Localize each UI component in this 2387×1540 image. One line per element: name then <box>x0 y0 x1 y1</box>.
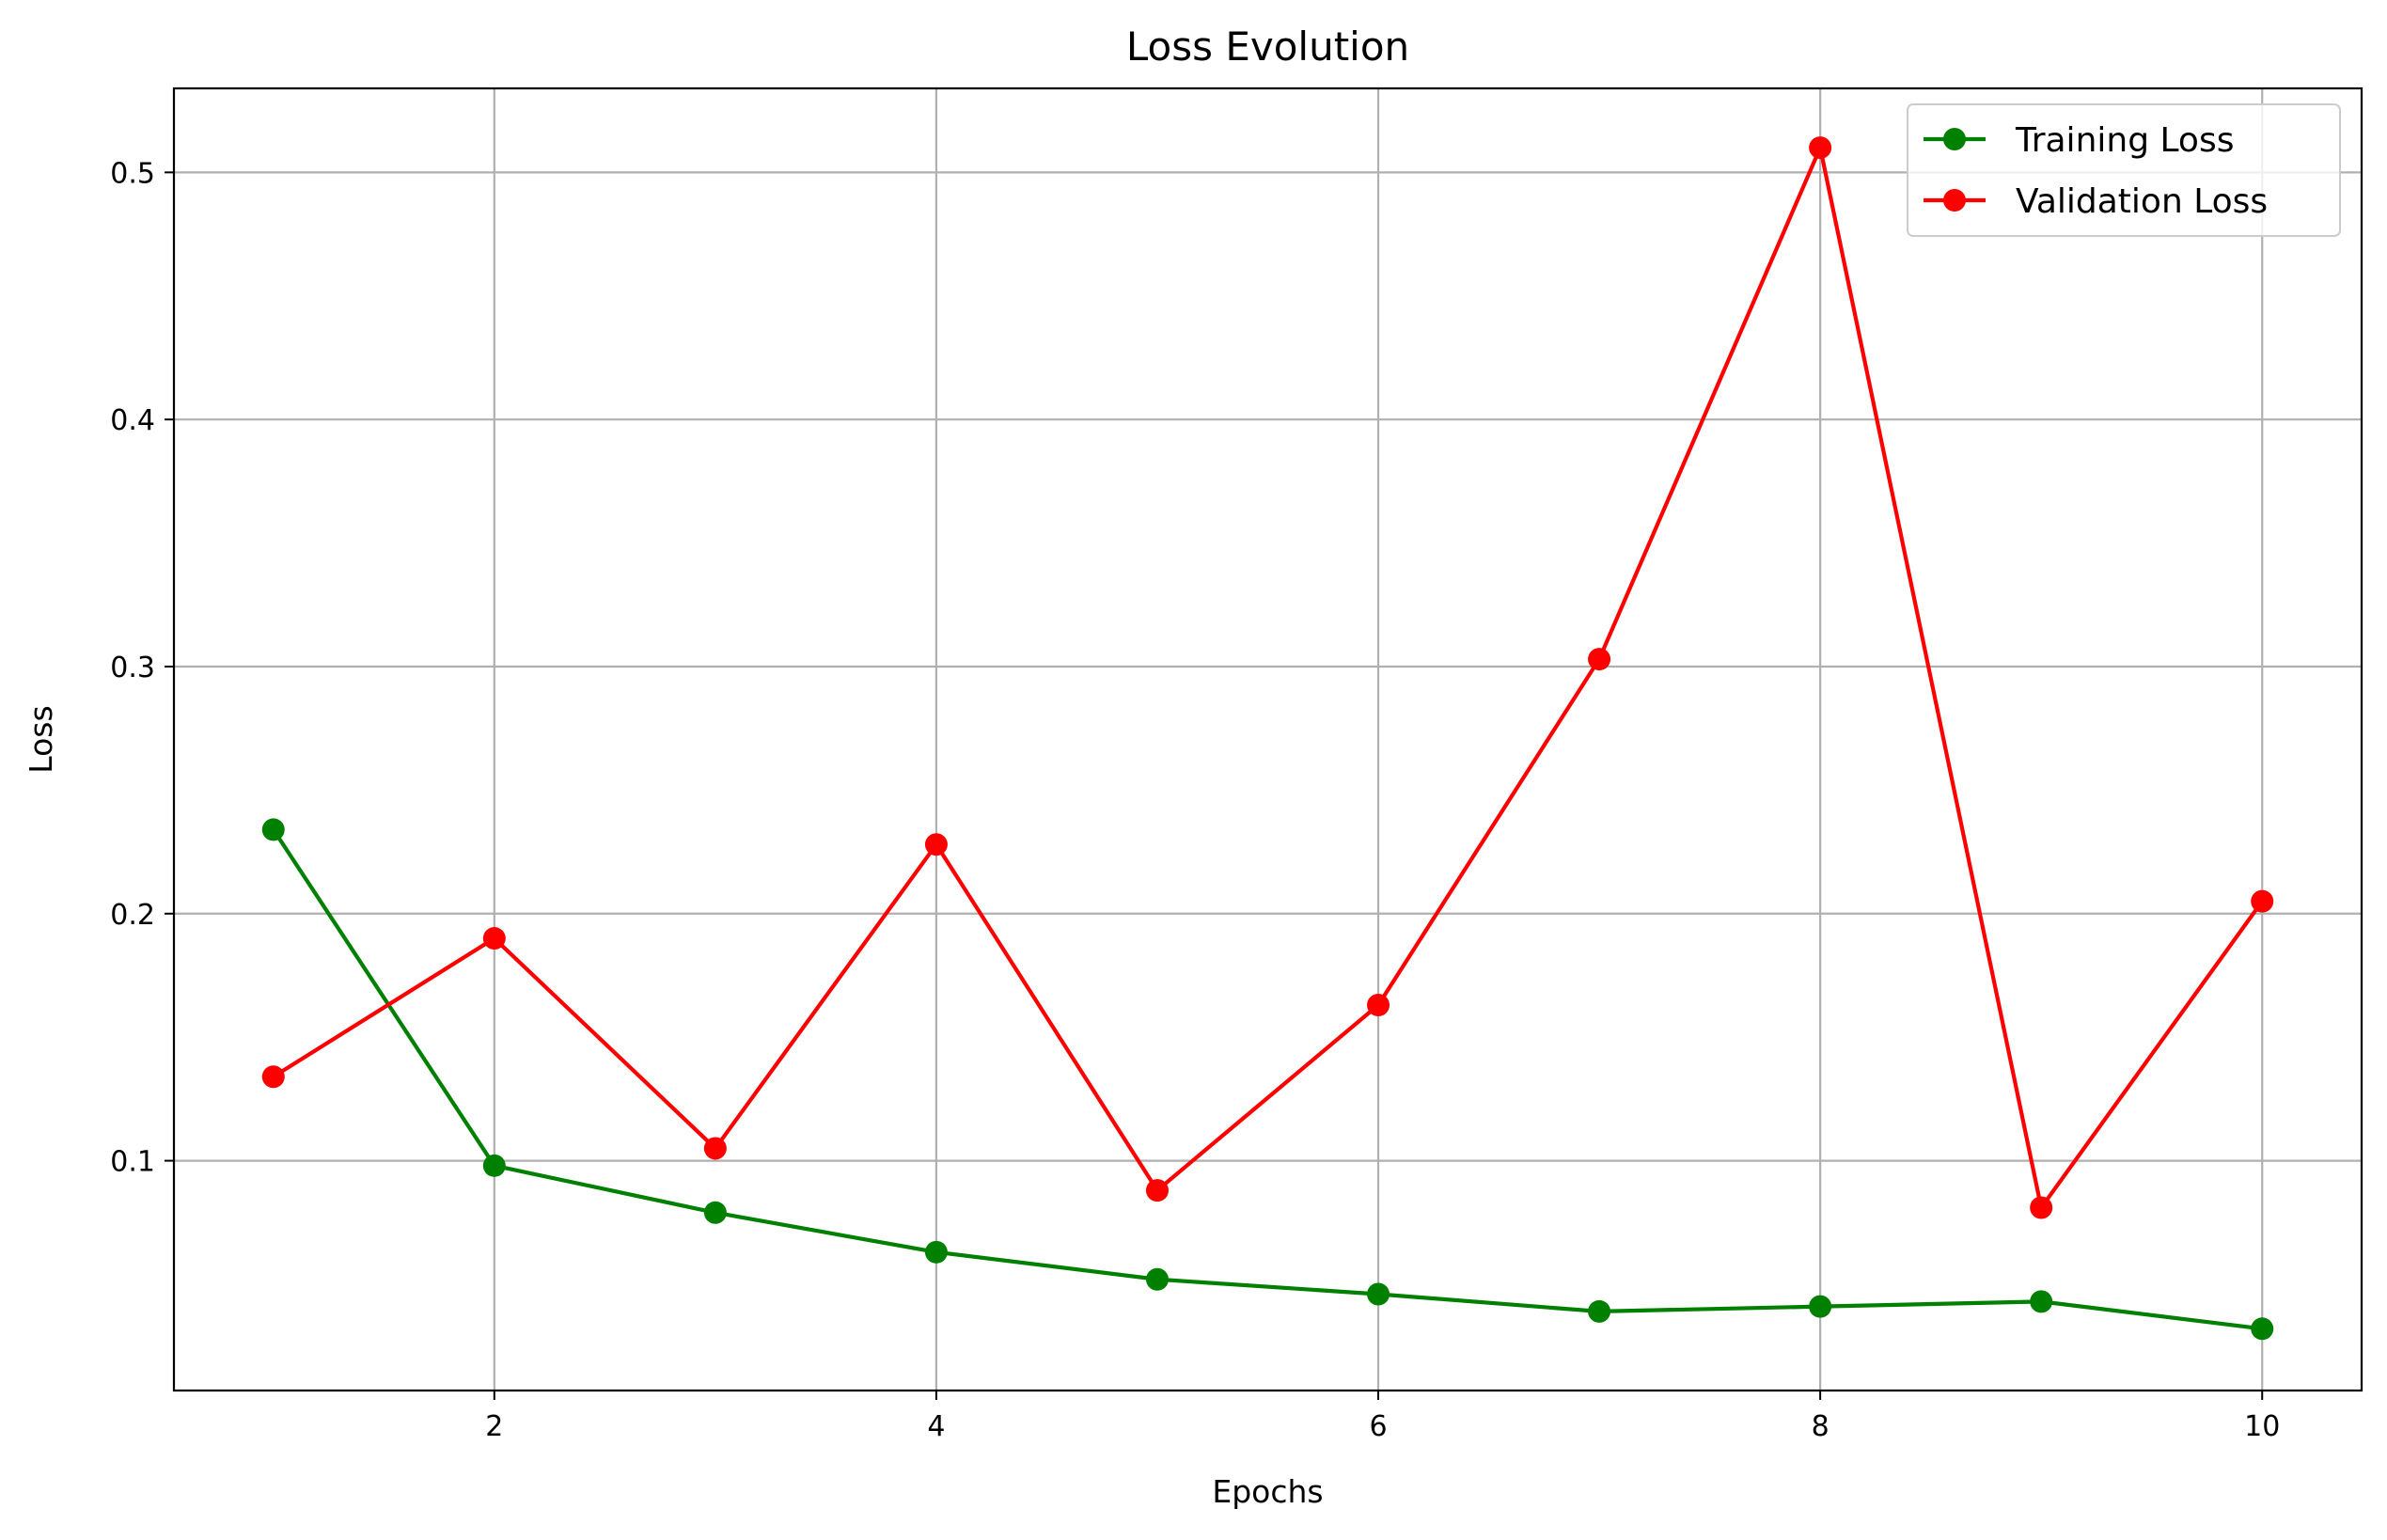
data-point <box>2030 1196 2053 1219</box>
data-point <box>261 1065 285 1089</box>
data-point <box>482 1154 506 1177</box>
y-tick-label: 0.5 <box>110 157 155 190</box>
y-tick-label: 0.2 <box>110 899 155 932</box>
legend: Training Loss Validation Loss <box>1907 103 2341 237</box>
grid-layer <box>174 88 2362 1391</box>
legend-label: Training Loss <box>2015 121 2234 160</box>
data-point <box>1145 1179 1169 1202</box>
data-point <box>1588 648 1611 671</box>
legend-item: Validation Loss <box>1924 182 2268 221</box>
series-line <box>272 828 2263 1331</box>
x-tick-label: 6 <box>1369 1410 1387 1443</box>
x-axis-label: Epochs <box>1212 1473 1323 1510</box>
legend-box <box>1907 103 2341 237</box>
data-point <box>1809 136 1832 160</box>
x-tick-label: 4 <box>927 1410 945 1443</box>
y-tick-label: 0.3 <box>110 652 155 684</box>
chart-title: Loss Evolution <box>1126 24 1409 70</box>
y-tick-label: 0.4 <box>110 404 155 437</box>
legend-item: Training Loss <box>1924 121 2234 160</box>
y-axis-label: Loss <box>23 705 59 773</box>
series-line <box>272 145 2264 1210</box>
data-point <box>482 927 506 951</box>
ticks-layer: 2 4 6 8 10 0.1 0.2 0.3 0.4 0.5 <box>110 157 2280 1443</box>
data-point <box>703 1201 727 1224</box>
x-tick-label: 8 <box>1812 1410 1830 1443</box>
series-validation-loss <box>261 136 2274 1219</box>
data-point <box>2030 1290 2053 1313</box>
data-point <box>2251 1317 2274 1341</box>
data-point <box>1367 994 1390 1017</box>
data-point <box>1145 1267 1169 1291</box>
legend-marker <box>1943 128 1966 150</box>
data-point <box>1809 1295 1832 1318</box>
legend-label: Validation Loss <box>2016 182 2268 221</box>
data-point <box>261 818 285 841</box>
data-point <box>703 1137 727 1160</box>
data-point <box>2251 889 2274 913</box>
x-tick-label: 2 <box>485 1410 503 1443</box>
data-point <box>924 833 948 856</box>
y-tick-label: 0.1 <box>110 1146 155 1179</box>
data-point <box>1588 1299 1611 1323</box>
x-tick-label: 10 <box>2244 1410 2280 1443</box>
series-layer <box>261 136 2274 1341</box>
data-point <box>1367 1282 1390 1306</box>
data-point <box>924 1240 948 1264</box>
plot-frame <box>172 86 2363 1392</box>
legend-marker <box>1943 189 1966 212</box>
series-training-loss <box>261 818 2274 1341</box>
